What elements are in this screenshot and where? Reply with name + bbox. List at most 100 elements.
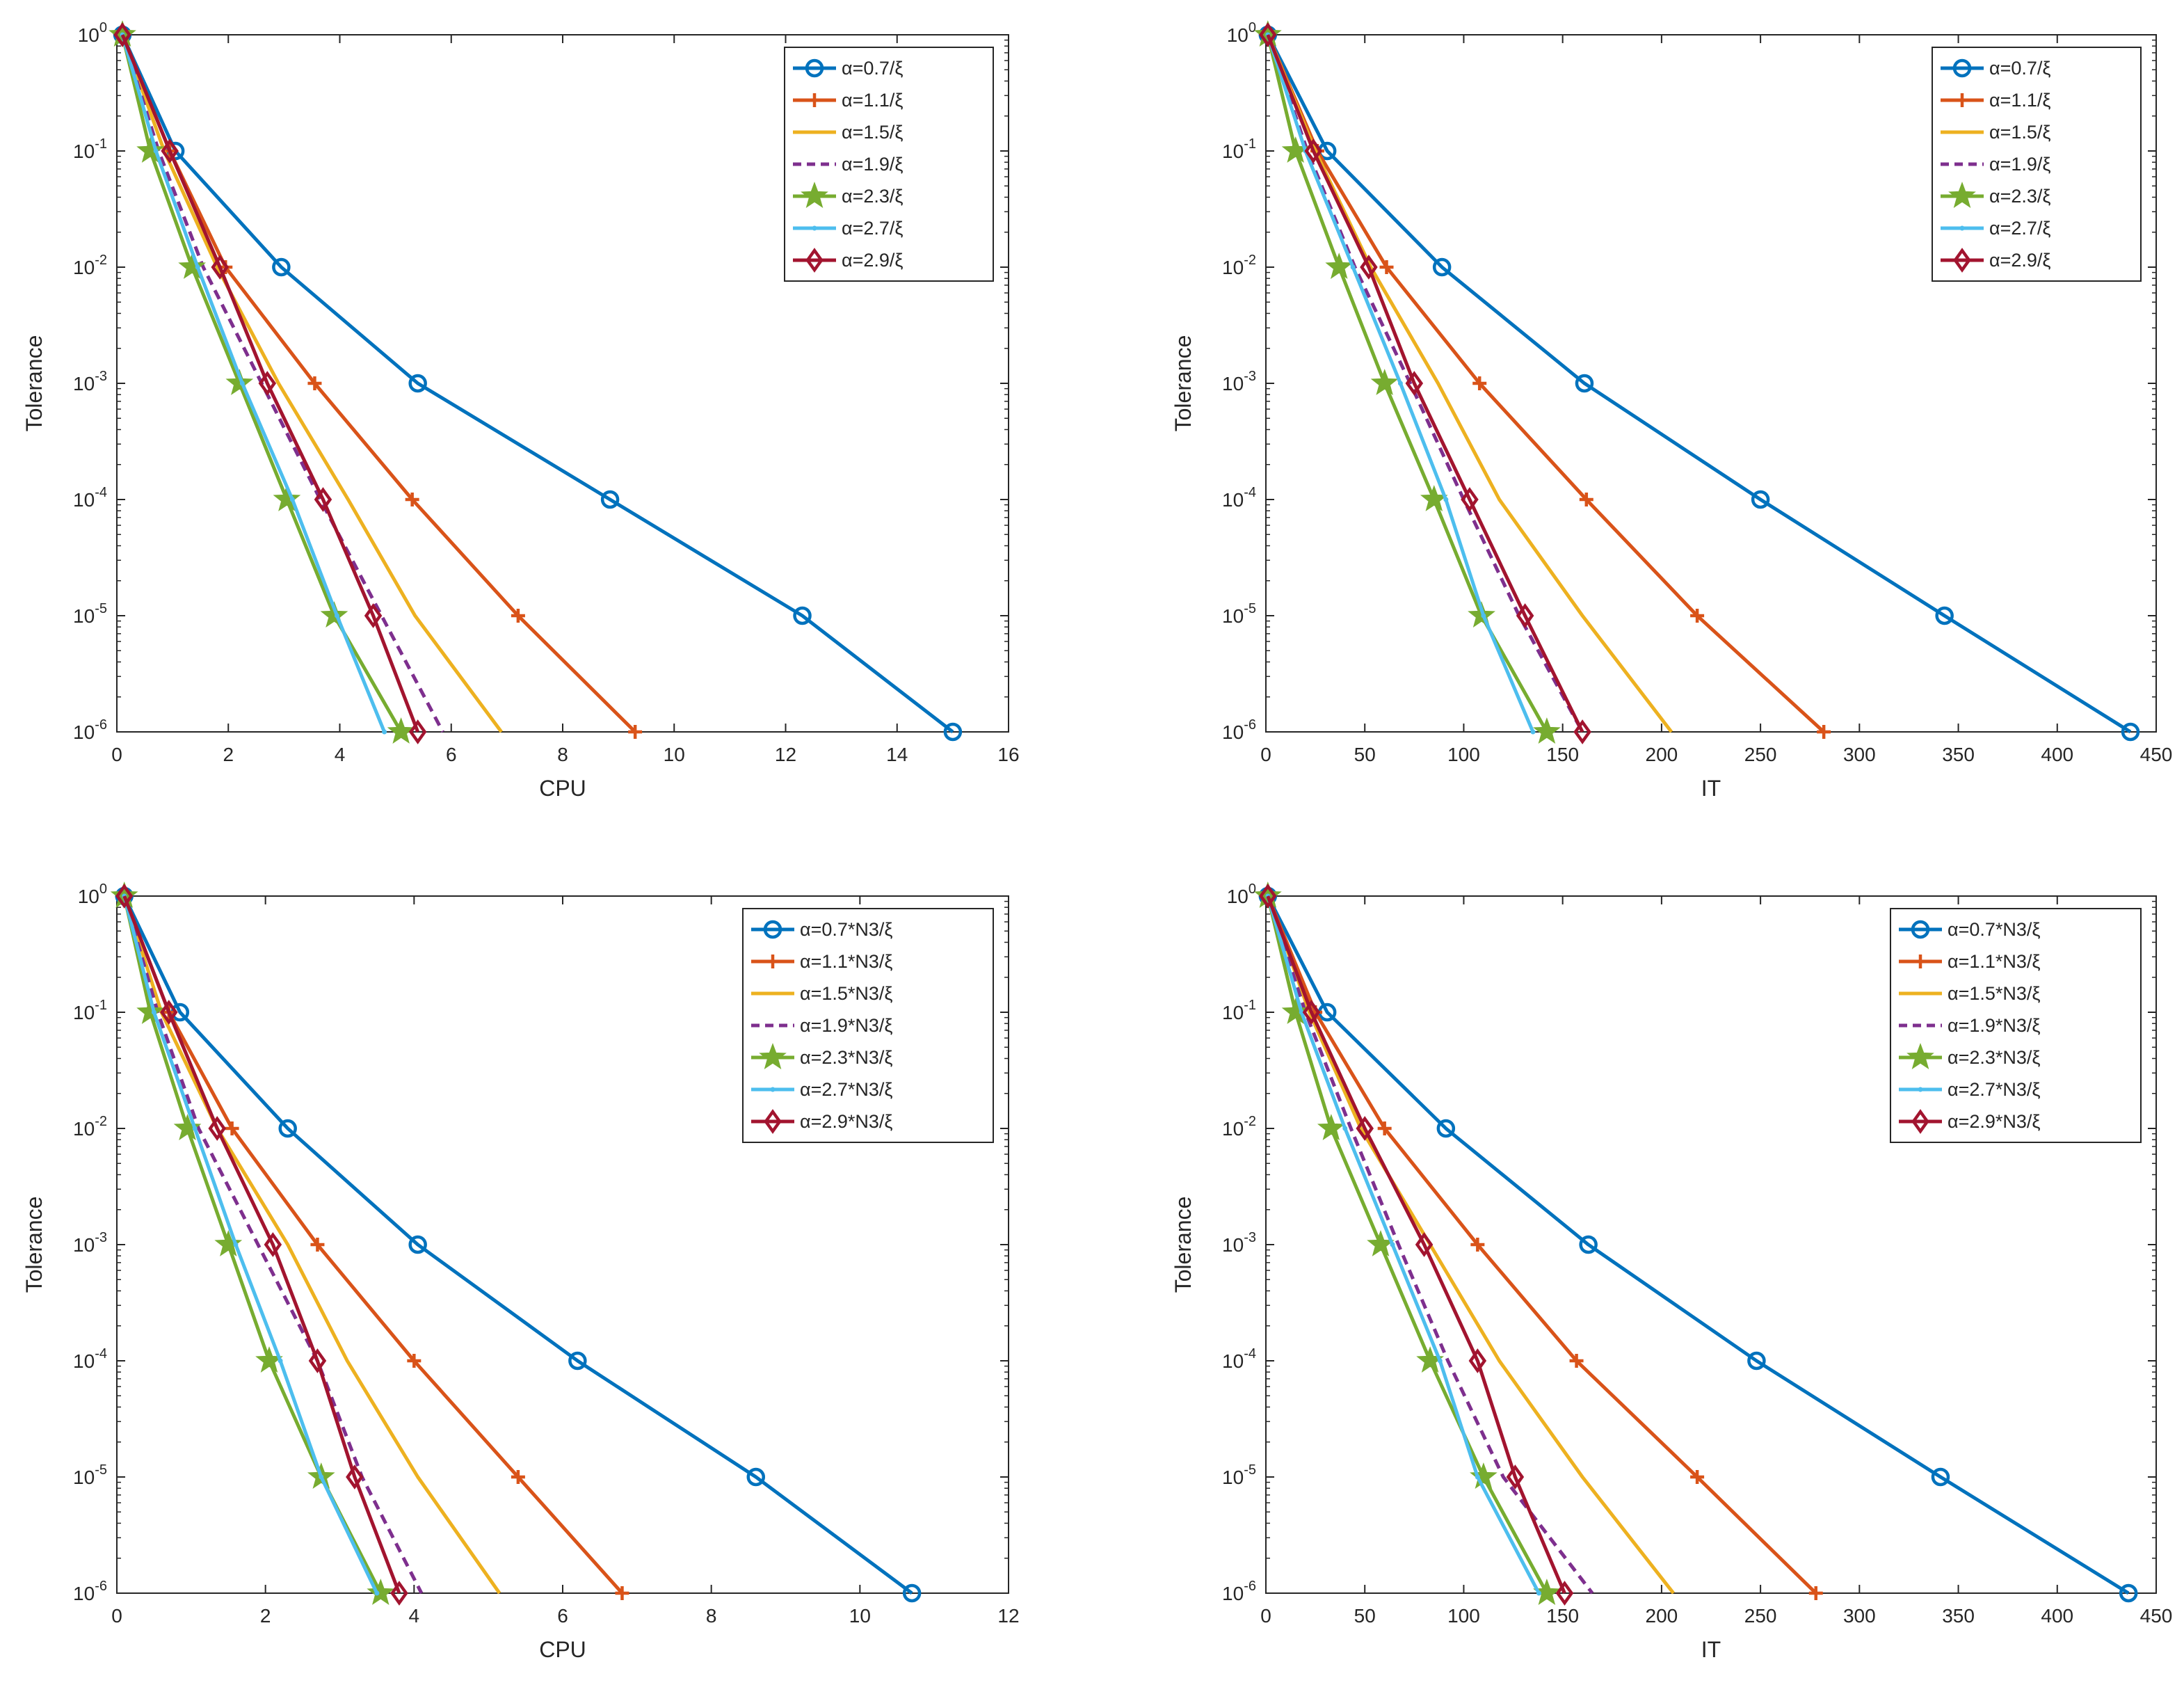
data-point	[1808, 1586, 1823, 1600]
data-point	[334, 613, 339, 618]
x-tick-label: 16	[997, 744, 1019, 765]
data-point	[1533, 717, 1561, 744]
data-point	[273, 485, 301, 511]
data-point	[1302, 1000, 1321, 1025]
chart-panel-bottom-left: 0 2 4 6 8 10 12 10-6 10-5 10-4 10-3 10-2 10-1 100 CPU T…	[22, 881, 1020, 1662]
x-axis-label: CPU	[539, 776, 586, 801]
x-tick-label: 450	[2140, 1605, 2173, 1627]
legend-label: α=2.3/ξ	[842, 186, 904, 207]
data-point	[1350, 264, 1356, 270]
x-tick-label: 0	[111, 1605, 122, 1627]
x-tick-label: 12	[997, 1605, 1019, 1627]
data-point	[568, 1351, 587, 1371]
data-point	[374, 1590, 380, 1596]
data-point	[1370, 369, 1399, 395]
data-point	[943, 722, 963, 742]
series-line-3	[1266, 895, 1594, 1595]
data-point	[1579, 493, 1593, 506]
legend-label: α=1.9*N3/ξ	[800, 1015, 893, 1036]
x-tick-label: 100	[1447, 1605, 1480, 1627]
data-point	[1516, 603, 1534, 628]
data-point	[1569, 1354, 1584, 1368]
data-point	[1317, 1114, 1345, 1140]
data-point	[1437, 1358, 1443, 1364]
legend-label: α=0.7*N3/ξ	[800, 919, 893, 940]
data-point	[211, 255, 229, 280]
legend-label: α=0.7*N3/ξ	[1948, 919, 2041, 940]
series-line-2	[1266, 34, 1673, 733]
data-point	[1751, 490, 1770, 509]
x-axis-label: IT	[1701, 1637, 1721, 1662]
data-point	[1436, 1119, 1456, 1138]
x-tick-label: 0	[1260, 744, 1271, 765]
legend-label: α=1.9*N3/ξ	[1948, 1015, 2041, 1036]
x-tick-label: 100	[1447, 744, 1480, 765]
data-point	[793, 606, 812, 625]
x-tick-label: 150	[1546, 1605, 1579, 1627]
x-tick-label: 150	[1546, 744, 1579, 765]
x-tick-label: 4	[335, 744, 346, 765]
legend-label: α=2.9*N3/ξ	[800, 1111, 893, 1132]
legend: α=0.7*N3/ξ α=1.1*N3/ξ α=1.5*N3/ξ α=1.9*N3/ξ…	[742, 908, 994, 1143]
data-point	[1325, 253, 1354, 279]
legend-marker	[1952, 58, 1972, 78]
x-tick-label: 2	[260, 1605, 271, 1627]
data-point	[382, 729, 387, 735]
legend-label: α=2.3*N3/ξ	[1948, 1047, 2041, 1068]
data-point	[310, 1238, 325, 1252]
chart-panel-top-left: 0 2 4 6 8 10 12 14 16 10-6 10-5 10-4 10-3 10-2 10-1 100…	[22, 20, 1020, 801]
data-point	[160, 1000, 178, 1025]
legend-marker	[766, 955, 780, 968]
x-tick-label: 200	[1646, 744, 1678, 765]
legend-marker	[759, 1043, 787, 1069]
data-point	[214, 1230, 243, 1256]
legend-marker	[808, 93, 821, 107]
data-point	[902, 1583, 922, 1603]
x-tick-label: 300	[1843, 1605, 1876, 1627]
y-axis-label: Tolerance	[22, 335, 47, 432]
data-point	[1299, 1009, 1304, 1015]
legend-marker	[1911, 1109, 1929, 1134]
x-tick-label: 0	[1260, 1605, 1271, 1627]
data-point	[278, 1358, 283, 1364]
data-point	[1935, 606, 1954, 625]
data-point	[161, 138, 179, 163]
y-tick-label: 100	[78, 881, 107, 907]
data-point	[2121, 722, 2140, 742]
legend-box	[784, 47, 994, 282]
legend: α=0.7/ξ α=1.1/ξ α=1.5/ξ α=1.9/ξ α=2.3/ξ α=2.7…	[1932, 47, 2142, 282]
data-point	[1506, 1464, 1525, 1490]
y-tick-label: 10-3	[1222, 1230, 1256, 1256]
data-point	[1379, 260, 1394, 274]
y-tick-label: 10-4	[73, 485, 107, 511]
legend-marker	[805, 58, 824, 78]
y-axis-label: Tolerance	[1171, 1197, 1196, 1293]
data-point	[113, 22, 131, 47]
data-point	[1573, 719, 1591, 744]
data-point	[225, 369, 254, 395]
data-point	[258, 371, 277, 396]
data-point	[178, 253, 207, 279]
x-tick-label: 350	[1942, 1605, 1975, 1627]
legend-marker	[764, 1109, 782, 1134]
legend-marker	[1955, 93, 1969, 107]
data-point	[390, 1581, 408, 1606]
y-tick-label: 10-6	[1222, 1579, 1256, 1604]
data-point	[364, 603, 383, 628]
y-tick-label: 10-5	[1222, 1462, 1256, 1488]
y-tick-label: 100	[1227, 20, 1256, 46]
data-point	[1579, 1235, 1598, 1254]
x-tick-label: 400	[2041, 1605, 2073, 1627]
data-point	[308, 1348, 327, 1373]
data-point	[136, 136, 164, 163]
data-point	[320, 601, 348, 628]
x-tick-label: 10	[664, 744, 685, 765]
x-tick-label: 300	[1843, 744, 1876, 765]
data-point	[1530, 729, 1536, 735]
y-axis-label: Tolerance	[22, 1197, 47, 1293]
legend-marker	[770, 1087, 776, 1092]
legend-marker	[801, 182, 828, 208]
legend-label: α=0.7/ξ	[842, 58, 904, 79]
data-point	[1690, 609, 1705, 623]
data-point	[319, 1474, 324, 1480]
